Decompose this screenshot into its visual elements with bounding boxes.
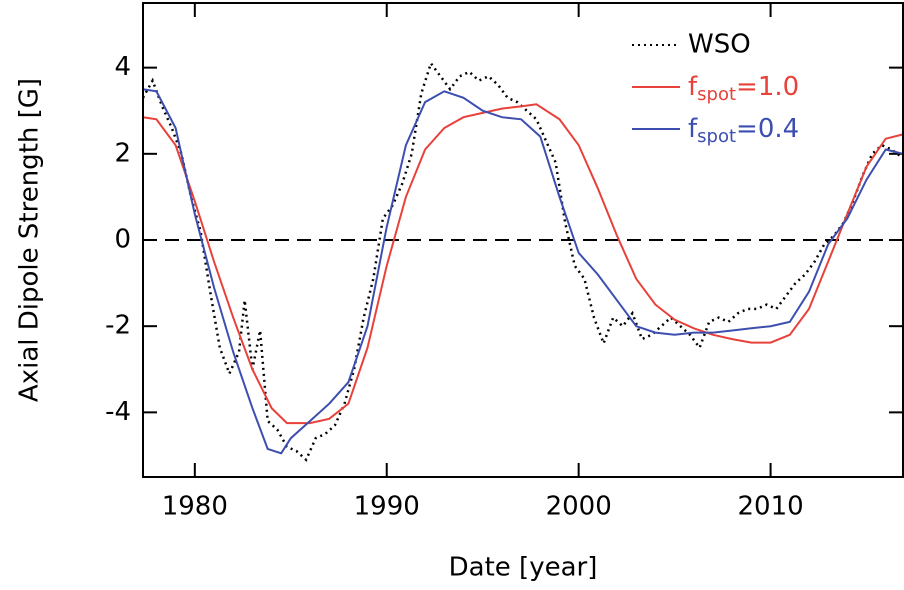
x-tick-label: 1980 [162,492,228,522]
x-tick-label: 2000 [546,492,612,522]
plot-frame [142,2,904,478]
x-axis-label: Date [year] [449,553,598,583]
data-line [141,60,904,462]
y-tick-label: 0 [114,225,131,255]
x-tick-label: 2010 [737,492,803,522]
y-tick-label: -2 [105,311,131,341]
y-tick-label: 2 [114,138,131,168]
y-tick-label: 4 [114,52,131,82]
data-line [142,88,904,455]
legend-label: WSO [688,30,751,60]
x-tick-label: 1990 [354,492,420,522]
y-tick-label: -4 [105,397,131,427]
data-line [142,103,904,425]
legend-label: fspot=1.0 [688,72,799,106]
legend-label: fspot=0.4 [688,114,799,148]
y-axis-label: Axial Dipole Strength [G] [15,78,45,402]
